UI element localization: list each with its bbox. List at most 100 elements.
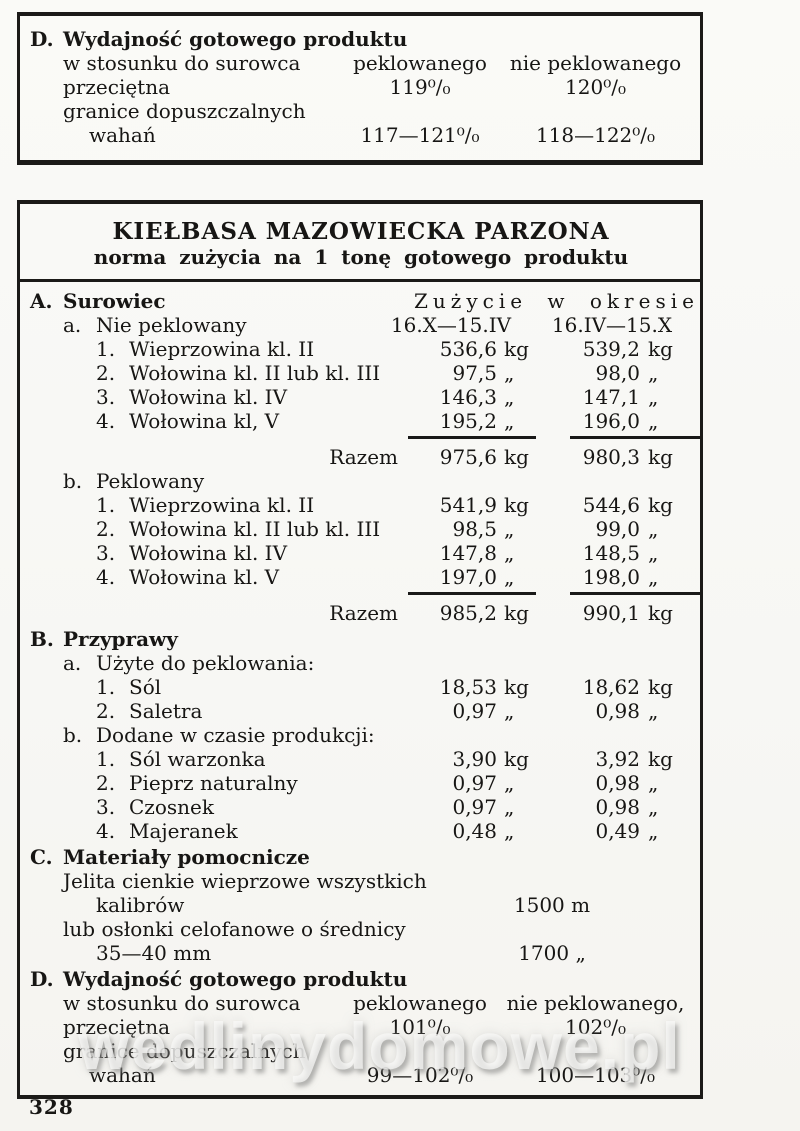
- value: 198,0: [582, 565, 640, 589]
- col2-value: 18,62 kg: [544, 675, 692, 699]
- value: 0,97: [452, 795, 497, 819]
- table-row: 1. Wieprzowina kl. II 536,6 kg 539,2 kg: [30, 337, 692, 361]
- row-label: wahań: [89, 1063, 156, 1087]
- row-label: granice dopuszczalnych: [63, 99, 306, 123]
- subgroup-letter: b.: [63, 469, 83, 493]
- item-name: Wołowina kl. II lub kl. III: [129, 517, 381, 541]
- value: 18,62: [582, 675, 640, 699]
- col2-value: 98,0 „: [544, 361, 692, 385]
- value: 985,2: [439, 601, 497, 625]
- item-name: Sól warzonka: [129, 747, 266, 771]
- section-d-heading: D. Wydajność gotowego produktu: [30, 967, 692, 991]
- table-row: 2. Wołowina kl. II lub kl. III 98,5 „ 99,…: [30, 517, 692, 541]
- col1-value: 117—121⁰/₀: [360, 123, 480, 147]
- value: 980,3: [582, 445, 640, 469]
- col2-value: 196,0 „: [544, 409, 692, 433]
- table-row: 2. Wołowina kl. II lub kl. III 97,5 „ 98,…: [30, 361, 692, 385]
- section-letter: B.: [30, 627, 54, 651]
- sum-underline: [30, 592, 700, 595]
- col1-value: 0,97 „: [414, 699, 544, 723]
- unit: „: [648, 795, 659, 819]
- text-row: lub osłonki celofanowe o średnicy: [30, 917, 692, 941]
- item-number: 4.: [96, 819, 116, 843]
- page-number: 328: [29, 1095, 74, 1119]
- value: 97,5: [452, 361, 497, 385]
- unit: kg: [504, 601, 529, 625]
- table-row: wahań 117—121⁰/₀ 118—122⁰/₀: [30, 123, 692, 147]
- period1-header: 16.X—15.IV: [390, 313, 512, 337]
- item-number: 2.: [96, 699, 116, 723]
- unit: kg: [504, 675, 529, 699]
- col2-value: 3,92 kg: [544, 747, 692, 771]
- table-row: 3. Wołowina kl. IV 147,8 „ 148,5 „: [30, 541, 692, 565]
- col2-value: 198,0 „: [544, 565, 692, 589]
- col1-value: peklowanego: [353, 51, 487, 75]
- table-row: 4. Wołowina kl. V 197,0 „ 198,0 „: [30, 565, 692, 589]
- unit: „: [648, 771, 659, 795]
- value: 146,3: [439, 385, 497, 409]
- unit: kg: [504, 493, 529, 517]
- sum-underline: [30, 436, 700, 439]
- unit: „: [504, 819, 515, 843]
- col2-value: 0,98 „: [544, 771, 692, 795]
- col1-value: 119⁰/₀: [389, 75, 451, 99]
- unit: „: [504, 565, 515, 589]
- unit: kg: [648, 337, 673, 361]
- subgroup-title: Nie peklowany: [96, 313, 247, 337]
- item-name: Wołowina kl. II lub kl. III: [129, 361, 381, 385]
- item-number: 3.: [96, 385, 116, 409]
- col2-value: 980,3 kg: [544, 445, 692, 469]
- item-name: Wieprzowina kl. II: [129, 493, 315, 517]
- item-number: 4.: [96, 565, 116, 589]
- sum-row: Razem 975,6 kg 980,3 kg: [30, 445, 692, 469]
- col1-value: 146,3 „: [414, 385, 544, 409]
- section-letter: D.: [30, 967, 54, 991]
- value: 0,97: [452, 699, 497, 723]
- col1-value: 0,97 „: [414, 795, 544, 819]
- row-label: w stosunku do surowca: [63, 51, 301, 75]
- col2-value: 99,0 „: [544, 517, 692, 541]
- unit: „: [648, 565, 659, 589]
- table-row: 3. Wołowina kl. IV 146,3 „ 147,1 „: [30, 385, 692, 409]
- table-row: 4. Wołowina kl, V 195,2 „ 196,0 „: [30, 409, 692, 433]
- section-letter: A.: [30, 289, 53, 313]
- table-row: wahań 99—102⁰/₀ 100—103⁰/₀: [30, 1063, 692, 1087]
- section-title: Materiały pomocnicze: [63, 845, 310, 869]
- item-name: Sól: [129, 675, 162, 699]
- unit: „: [504, 541, 515, 565]
- value: 0,98: [595, 771, 640, 795]
- col2-value: 544,6 kg: [544, 493, 692, 517]
- item-name: Wołowina kl. V: [129, 565, 280, 589]
- row-label: przeciętna: [63, 75, 171, 99]
- value: 147,8: [439, 541, 497, 565]
- value: 197,0: [439, 565, 497, 589]
- subgroup-heading: a. Nie peklowany 16.X—15.IV 16.IV—15.X: [30, 313, 692, 337]
- quantity-value: 1500 m: [513, 893, 591, 917]
- recipe-subtitle: norma zużycia na 1 tonę gotowego produkt…: [93, 245, 629, 269]
- table-row: 1. Wieprzowina kl. II 541,9 kg 544,6 kg: [30, 493, 692, 517]
- text-line: lub osłonki celofanowe o średnicy: [63, 917, 406, 941]
- value: 541,9: [439, 493, 497, 517]
- table-row: przeciętna 119⁰/₀ 120⁰/₀: [30, 75, 692, 99]
- table-row: granice dopuszczalnych: [30, 1039, 692, 1063]
- value: 536,6: [439, 337, 497, 361]
- section-c-heading: C. Materiały pomocnicze: [30, 845, 692, 869]
- col1-value: 101⁰/₀: [389, 1015, 451, 1039]
- item-name: Wieprzowina kl. II: [129, 337, 315, 361]
- value: 3,92: [595, 747, 640, 771]
- period2-header: 16.IV—15.X: [551, 313, 673, 337]
- value: 98,0: [595, 361, 640, 385]
- col1-value: 536,6 kg: [414, 337, 544, 361]
- item-name: Pieprz naturalny: [129, 771, 298, 795]
- section-title: Wydajność gotowego produktu: [63, 27, 408, 51]
- col1-value: 975,6 kg: [414, 445, 544, 469]
- value: 3,90: [452, 747, 497, 771]
- recipe-title: KIEŁBASA MAZOWIECKA PARZONA: [112, 218, 610, 245]
- col2-value: 120⁰/₀: [565, 75, 626, 99]
- row-label: wahań: [89, 123, 156, 147]
- unit: „: [648, 819, 659, 843]
- section-title: Surowiec: [63, 289, 166, 313]
- subgroup-letter: a.: [63, 313, 82, 337]
- quantity-value: 1700 „: [518, 941, 586, 965]
